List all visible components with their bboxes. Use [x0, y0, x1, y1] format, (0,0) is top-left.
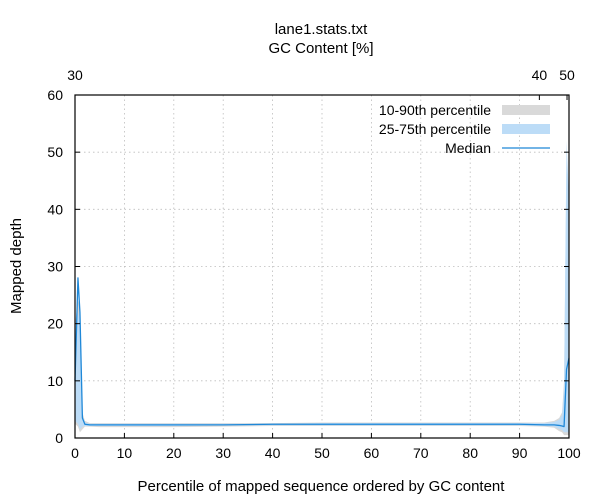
- y-tick-label: 60: [47, 87, 63, 103]
- y-tick-label: 20: [47, 316, 63, 332]
- top-tick-label: 30: [67, 67, 83, 83]
- top-tick-label: 50: [559, 67, 575, 83]
- band-layer: [75, 140, 569, 436]
- legend-label: Median: [445, 140, 491, 156]
- x-tick-label: 90: [512, 445, 528, 461]
- x-tick-label: 10: [117, 445, 133, 461]
- y-tick-label: 0: [55, 430, 63, 446]
- y-axis-label: Mapped depth: [8, 218, 25, 314]
- x-tick-label: 100: [557, 445, 581, 461]
- chart-title-line-1: lane1.stats.txt: [275, 21, 368, 38]
- chart-title-line-2: GC Content [%]: [268, 40, 373, 57]
- x-tick-label: 0: [71, 445, 79, 461]
- x-tick-label: 50: [314, 445, 330, 461]
- series-line-median: [74, 277, 570, 428]
- x-axis-label: Percentile of mapped sequence ordered by…: [138, 478, 506, 495]
- x-tick-label: 60: [364, 445, 380, 461]
- line-layer: [74, 277, 570, 428]
- x-tick-label: 20: [166, 445, 182, 461]
- legend-swatch: [502, 105, 550, 115]
- top-tick-label: 40: [532, 67, 548, 83]
- y-tick-label: 10: [47, 373, 63, 389]
- grid-layer: [75, 95, 569, 438]
- legend-swatch: [502, 124, 550, 134]
- y-tick-label: 40: [47, 201, 63, 217]
- legend: 10-90th percentile 25-75th percentile Medi…: [379, 102, 550, 156]
- x-tick-label: 30: [215, 445, 231, 461]
- x-tick-label: 70: [413, 445, 429, 461]
- y-tick-label: 50: [47, 144, 63, 160]
- legend-label: 10-90th percentile: [379, 102, 491, 118]
- y-tick-label: 30: [47, 259, 63, 275]
- x-tick-label: 80: [462, 445, 478, 461]
- x-tick-label: 40: [265, 445, 281, 461]
- legend-label: 25-75th percentile: [379, 121, 491, 137]
